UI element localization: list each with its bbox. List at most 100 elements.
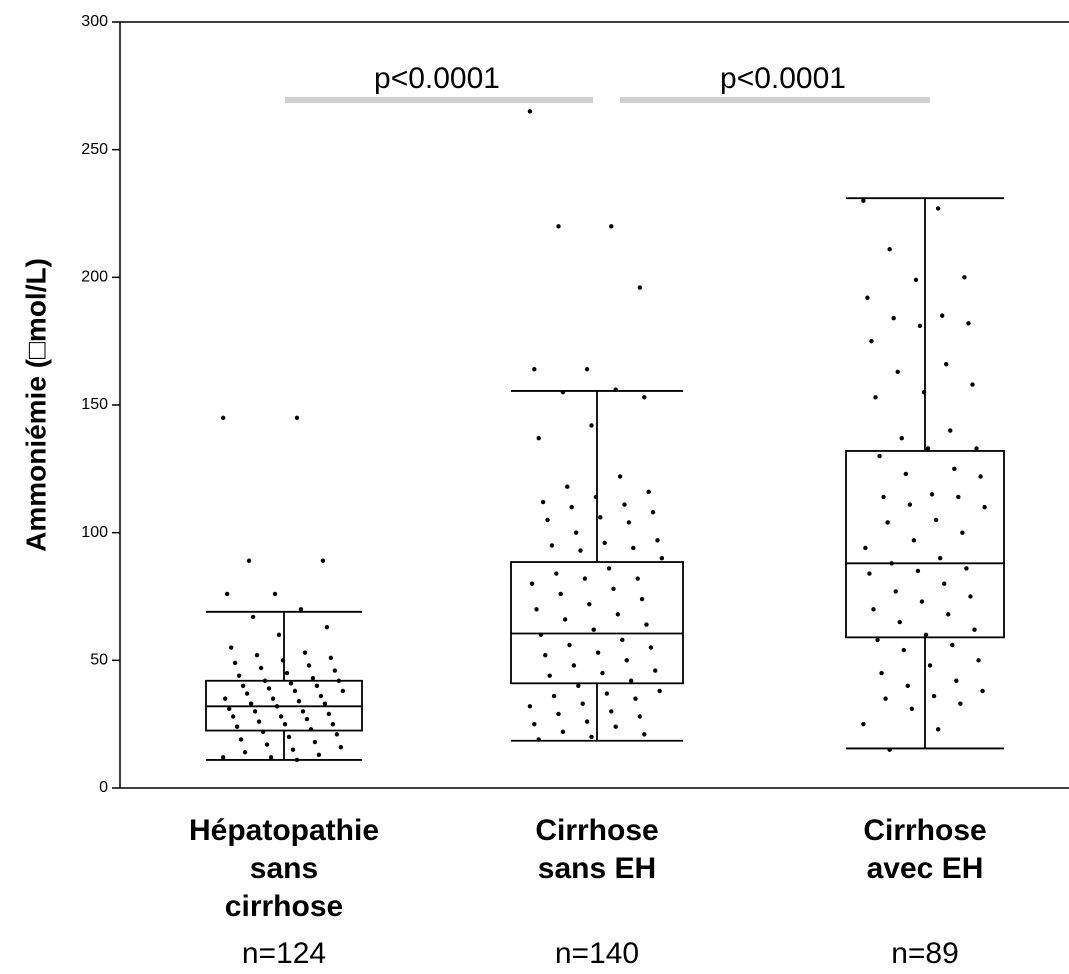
data-point (534, 607, 539, 612)
data-point (887, 747, 892, 752)
data-point (600, 670, 605, 676)
data-point (598, 515, 603, 520)
x-tick-label: Cirrhose (863, 814, 986, 847)
y-tick-label: 200 (81, 269, 108, 286)
data-point (968, 594, 973, 599)
data-point (657, 688, 662, 694)
data-point (282, 721, 288, 727)
data-point (865, 295, 870, 300)
data-point (655, 538, 660, 543)
data-point (228, 645, 234, 650)
data-point (571, 663, 577, 668)
data-point (573, 530, 579, 535)
data-point (584, 367, 590, 372)
data-point (558, 591, 563, 597)
data-point (562, 617, 568, 622)
data-point (222, 696, 228, 701)
data-point (318, 693, 324, 699)
data-point (312, 739, 318, 745)
data-point (615, 612, 621, 617)
data-point (569, 504, 574, 510)
data-point (545, 517, 550, 523)
data-point (256, 719, 262, 724)
data-point (937, 556, 943, 561)
data-point (584, 719, 590, 724)
data-point (314, 683, 320, 689)
data-point (280, 658, 286, 663)
data-point (328, 655, 334, 660)
data-point (935, 206, 941, 211)
data-point (873, 395, 878, 400)
data-point (284, 670, 290, 676)
n-label: n=140 (555, 937, 639, 970)
data-point (980, 688, 985, 694)
data-point (294, 757, 300, 763)
data-point (258, 665, 264, 671)
data-point (220, 415, 226, 420)
data-point (549, 543, 555, 548)
y-tick-label: 250 (81, 141, 108, 158)
data-point (903, 471, 909, 477)
data-point (974, 446, 979, 451)
data-point (613, 387, 618, 392)
data-point (966, 321, 971, 326)
y-tick-label: 0 (99, 779, 108, 796)
data-point (580, 701, 585, 706)
data-point (326, 711, 332, 717)
data-point (322, 701, 328, 706)
data-point (889, 561, 894, 566)
data-point (622, 502, 627, 507)
data-point (935, 727, 941, 732)
data-point (220, 755, 226, 760)
data-point (631, 545, 636, 551)
data-point (948, 428, 953, 433)
data-point (244, 691, 250, 696)
data-point (620, 637, 625, 643)
data-point (905, 683, 911, 689)
data-point (330, 721, 336, 727)
data-point (907, 502, 913, 507)
data-point (320, 558, 326, 563)
x-tick-label: Hépatopathie (189, 814, 379, 847)
data-point (591, 627, 596, 632)
data-point (560, 390, 566, 395)
data-point (976, 658, 981, 663)
data-point (560, 729, 566, 735)
data-point (536, 737, 541, 742)
data-point (302, 650, 308, 655)
data-point (532, 721, 537, 727)
data-point (909, 706, 915, 712)
data-point (556, 711, 561, 717)
data-point (565, 484, 570, 489)
data-point (917, 323, 923, 329)
data-point (268, 755, 274, 760)
data-point (982, 504, 987, 510)
data-point (538, 632, 544, 637)
data-point (266, 686, 272, 691)
data-point (609, 709, 614, 714)
n-label: n=124 (242, 937, 326, 970)
data-point (290, 747, 296, 752)
data-point (602, 540, 607, 546)
annotation: p<0.0001 (720, 62, 846, 95)
data-point (238, 737, 244, 742)
x-tick-label: sans EH (538, 852, 656, 885)
data-point (334, 732, 340, 737)
y-tick-label: 300 (81, 13, 108, 30)
data-point (871, 607, 876, 612)
data-point (292, 688, 298, 694)
data-point (288, 681, 294, 686)
data-point (224, 591, 230, 597)
data-point (893, 589, 898, 594)
data-point (232, 660, 238, 666)
data-point (946, 612, 951, 617)
data-point (869, 338, 874, 344)
data-point (970, 382, 975, 387)
data-point (944, 361, 949, 367)
data-point (895, 369, 900, 375)
data-point (913, 277, 919, 283)
n-label: n=89 (891, 937, 959, 970)
data-point (637, 714, 643, 719)
data-point (306, 663, 312, 668)
